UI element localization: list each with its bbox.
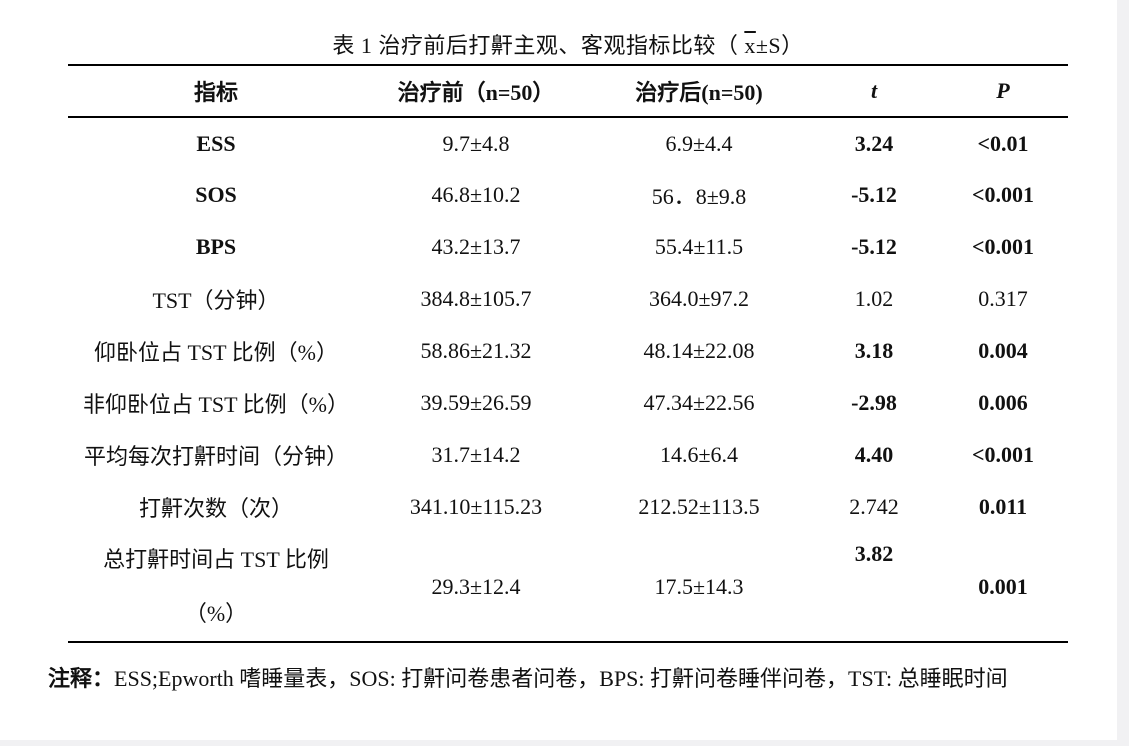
cell-indicator-line1: 总打鼾时间占 TST 比例 [103, 547, 329, 572]
note-label: 注释： [48, 666, 115, 691]
table-row: ESS 9.7±4.8 6.9±4.4 3.24 <0.01 [68, 117, 1068, 169]
cell-post: 47.34±22.56 [643, 390, 755, 415]
cell-p: 0.004 [978, 338, 1028, 363]
cell-pre: 31.7±14.2 [431, 442, 521, 467]
cell-indicator: 打鼾次数（次） [138, 496, 293, 521]
title-xbar: x [744, 33, 756, 58]
header-row: 指标 治疗前（n=50） 治疗后(n=50) t P [68, 64, 1068, 118]
cell-pre: 341.10±115.23 [409, 494, 543, 519]
table-row: TST（分钟） 384.8±105.7 364.0±97.2 1.02 0.31… [68, 273, 1068, 325]
page-right-edge [1117, 0, 1129, 746]
header-post: 治疗后(n=50) [588, 64, 810, 118]
cell-t: -5.12 [851, 234, 897, 259]
cell-p: <0.01 [977, 130, 1029, 156]
cell-post: 17.5±14.3 [588, 533, 810, 643]
header-p: P [938, 64, 1068, 118]
cell-t: -5.12 [851, 182, 897, 207]
table-row: 仰卧位占 TST 比例（%） 58.86±21.32 48.14±22.08 3… [68, 325, 1068, 377]
table-row: 非仰卧位占 TST 比例（%） 39.59±26.59 47.34±22.56 … [68, 377, 1068, 429]
header-indicator: 指标 [68, 64, 364, 118]
cell-p: 0.317 [978, 286, 1028, 311]
cell-post: 6.9±4.4 [665, 130, 733, 156]
cell-t: 4.40 [854, 442, 894, 467]
cell-pre: 46.8±10.2 [431, 182, 521, 207]
cell-pre: 58.86±21.32 [420, 338, 532, 363]
cell-p: <0.001 [971, 234, 1035, 259]
cell-post: 364.0±97.2 [648, 286, 750, 311]
table-note: 注释：ESS;Epworth 嗜睡量表，SOS: 打鼾问卷患者问卷，BPS: 打… [48, 652, 1098, 706]
header-pre: 治疗前（n=50） [364, 64, 588, 118]
table-row: 总打鼾时间占 TST 比例 （%） 29.3±12.4 17.5±14.3 3.… [68, 533, 1068, 643]
table-row: SOS 46.8±10.2 56．8±9.8 -5.12 <0.001 [68, 169, 1068, 221]
table-title: 表 1 治疗前后打鼾主观、客观指标比较（ x±S） [68, 28, 1068, 60]
page-bottom-edge [0, 740, 1129, 746]
cell-pre: 43.2±13.7 [431, 234, 521, 259]
cell-p: 0.011 [978, 494, 1028, 519]
cell-indicator: 仰卧位占 TST 比例（%） [93, 340, 339, 365]
title-prefix: 表 1 治疗前后打鼾主观、客观指标比较（ [332, 33, 745, 58]
cell-p: <0.001 [971, 442, 1035, 467]
cell-post: 212.52±113.5 [638, 494, 760, 519]
cell-indicator: ESS [196, 130, 236, 156]
cell-pre: 9.7±4.8 [442, 130, 510, 156]
cell-indicator: 总打鼾时间占 TST 比例 （%） [68, 533, 364, 643]
title-suffix: ±S） [755, 33, 804, 58]
cell-indicator: SOS [195, 182, 237, 207]
table-row: 打鼾次数（次） 341.10±115.23 212.52±113.5 2.742… [68, 481, 1068, 533]
cell-indicator: 非仰卧位占 TST 比例（%） [82, 392, 350, 417]
cell-pre: 29.3±12.4 [364, 533, 588, 643]
cell-indicator-line2: （%） [184, 601, 248, 626]
cell-post: 14.6±6.4 [659, 442, 739, 467]
table-row: 平均每次打鼾时间（分钟） 31.7±14.2 14.6±6.4 4.40 <0.… [68, 429, 1068, 481]
cell-p: 0.006 [978, 390, 1028, 415]
cell-t: 3.82 [810, 533, 938, 643]
cell-pre: 39.59±26.59 [420, 390, 532, 415]
note-text: ESS;Epworth 嗜睡量表，SOS: 打鼾问卷患者问卷，BPS: 打鼾问卷… [114, 666, 1008, 691]
cell-p: 0.001 [938, 533, 1068, 643]
cell-t: 3.18 [854, 338, 894, 363]
cell-indicator: TST（分钟） [152, 288, 280, 313]
cell-t: -2.98 [851, 390, 897, 415]
cell-pre: 384.8±105.7 [420, 286, 532, 311]
cell-post: 48.14±22.08 [643, 338, 755, 363]
cell-p: <0.001 [971, 182, 1035, 207]
cell-post: 55.4±11.5 [654, 234, 744, 259]
cell-t: 2.742 [849, 494, 899, 519]
cell-t: 1.02 [854, 286, 894, 311]
header-t: t [810, 64, 938, 118]
cell-post: 56．8±9.8 [651, 184, 747, 209]
cell-indicator: 平均每次打鼾时间（分钟） [83, 444, 348, 469]
comparison-table: 指标 治疗前（n=50） 治疗后(n=50) t P ESS 9.7±4.8 6… [68, 64, 1068, 643]
cell-t: 3.24 [854, 130, 894, 156]
cell-indicator: BPS [195, 234, 237, 259]
table-row: BPS 43.2±13.7 55.4±11.5 -5.12 <0.001 [68, 221, 1068, 273]
